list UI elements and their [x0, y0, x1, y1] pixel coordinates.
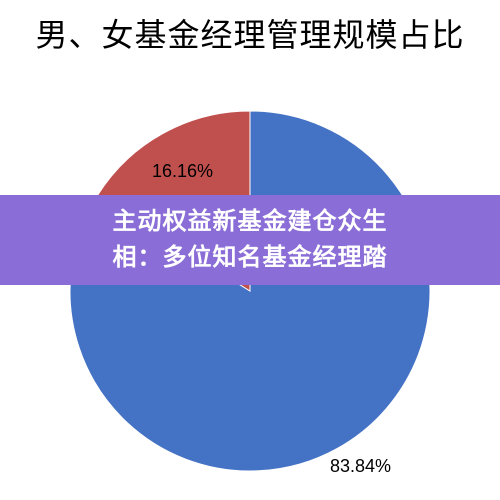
- overlay-line-2: 相：多位知名基金经理踏: [113, 240, 388, 276]
- chart-title: 男、女基金经理管理规模占比: [0, 0, 500, 76]
- pie-chart: 83.84% 16.16%: [0, 76, 500, 496]
- overlay-banner: 主动权益新基金建仓众生 相：多位知名基金经理踏: [0, 195, 500, 285]
- pie-svg: [0, 76, 500, 496]
- slice-label-0: 83.84%: [330, 456, 391, 477]
- slice-label-1: 16.16%: [152, 161, 213, 182]
- overlay-line-1: 主动权益新基金建仓众生: [113, 204, 388, 240]
